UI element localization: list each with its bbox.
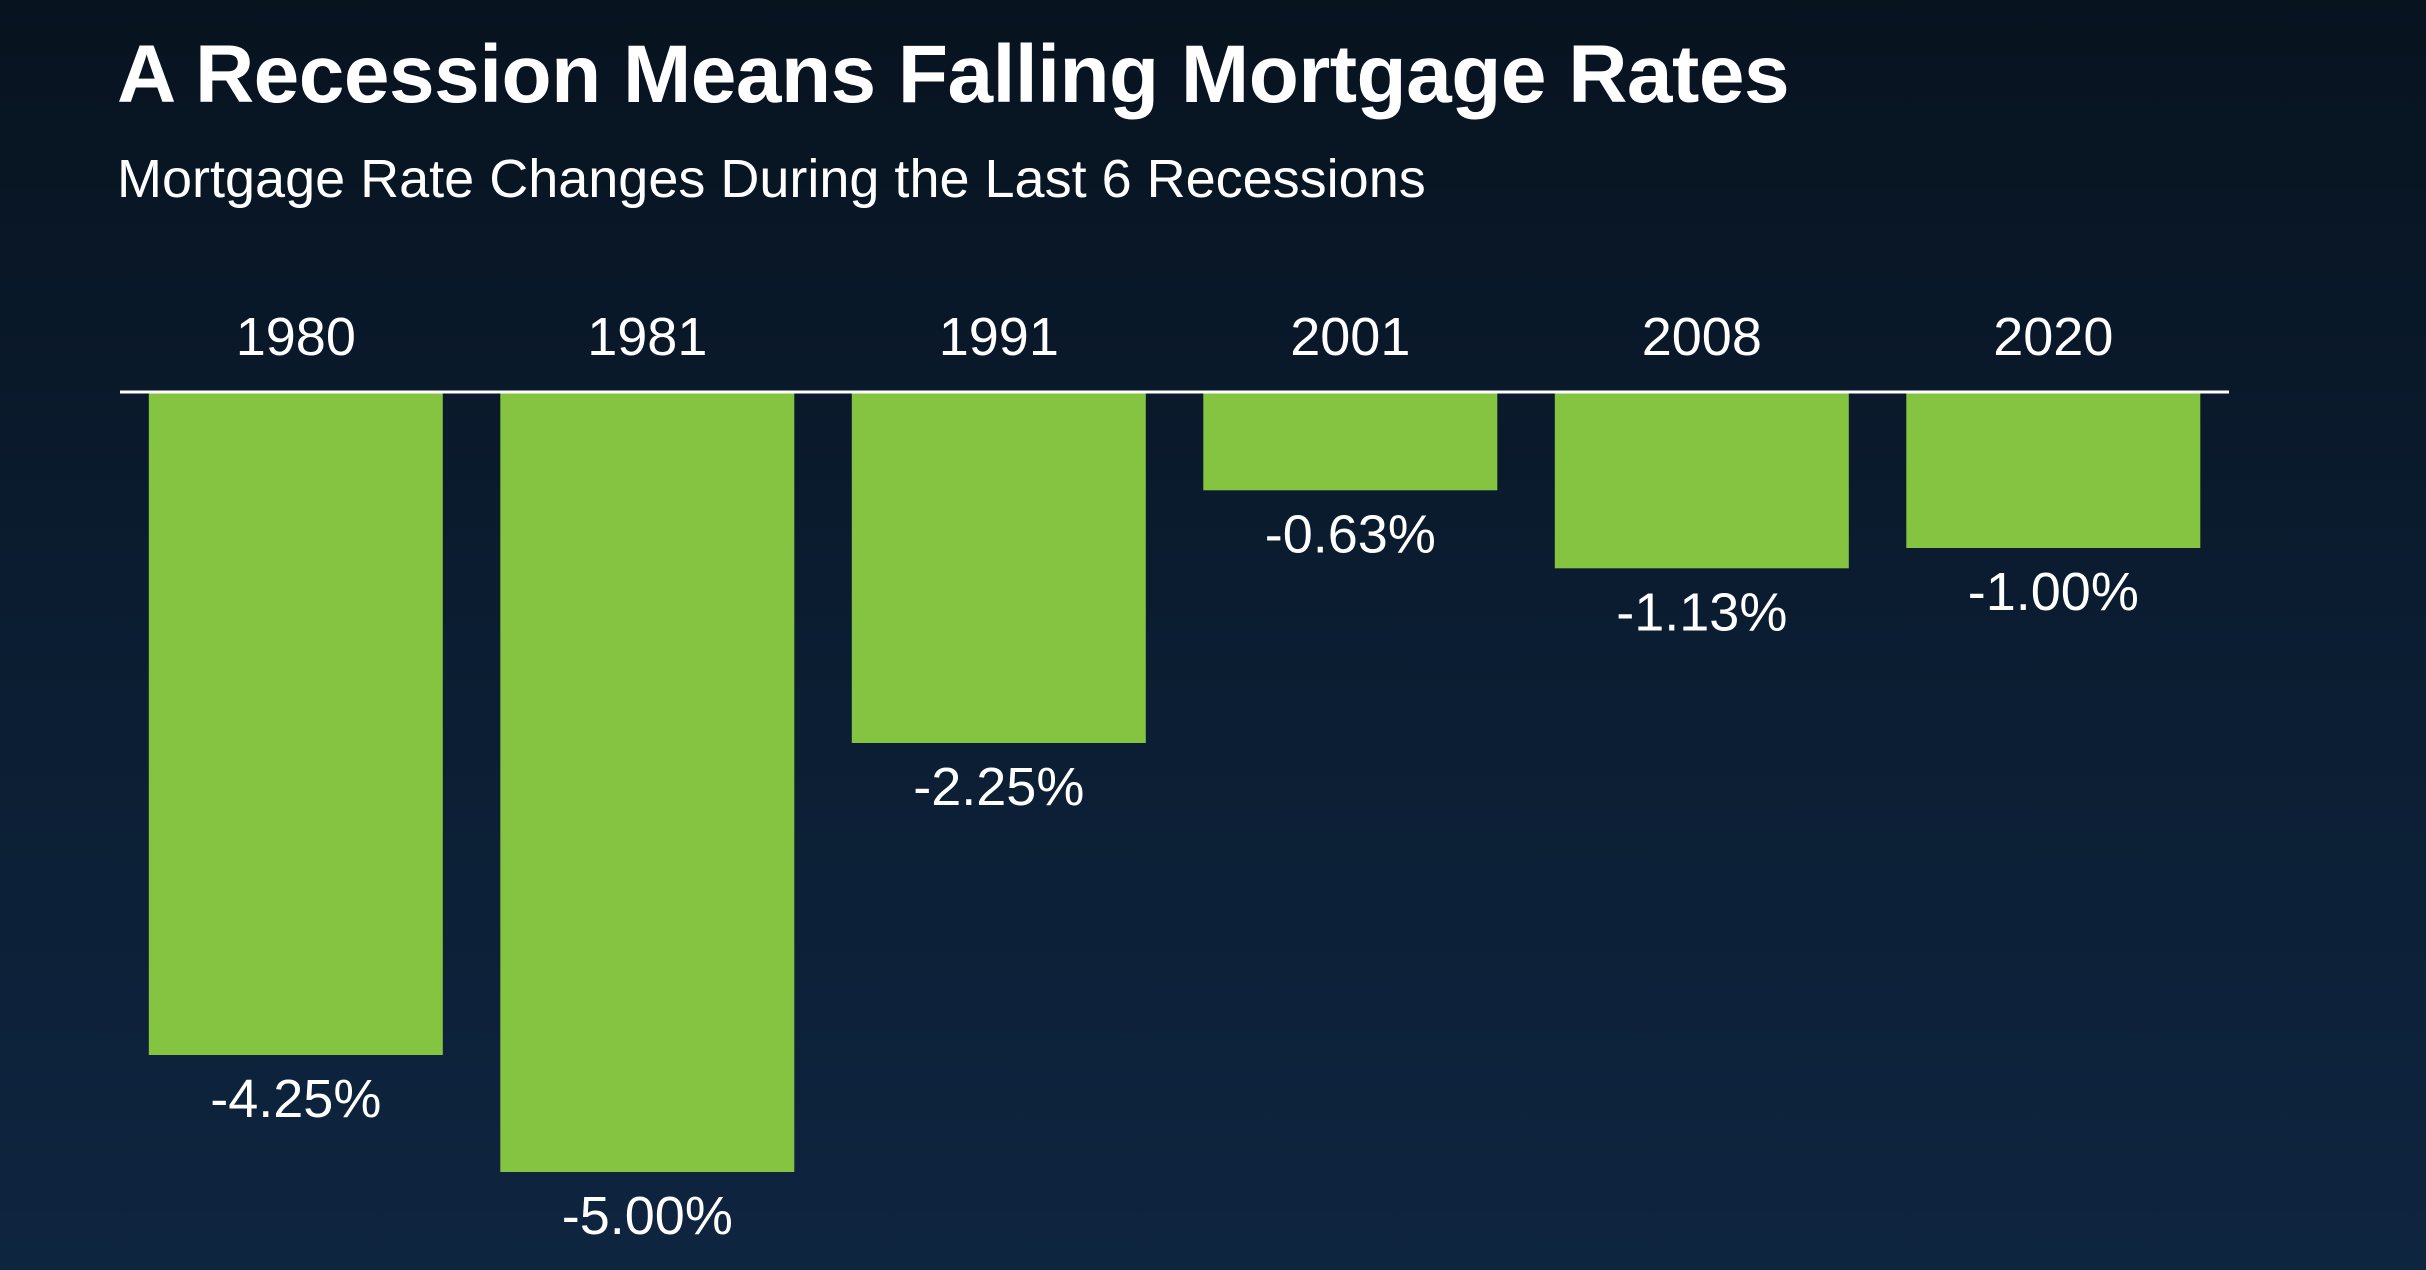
data-label-2020: -1.00% bbox=[1968, 562, 2139, 622]
chart-title: A Recession Means Falling Mortgage Rates bbox=[117, 29, 1790, 120]
category-label-1981: 1981 bbox=[587, 307, 707, 367]
bar-1980 bbox=[148, 392, 443, 1055]
bar-1991 bbox=[851, 392, 1146, 743]
category-label-1980: 1980 bbox=[236, 307, 356, 367]
chart-subtitle: Mortgage Rate Changes During the Last 6 … bbox=[117, 149, 1426, 209]
data-label-2008: -1.13% bbox=[1616, 582, 1787, 642]
bar-1981 bbox=[500, 392, 795, 1172]
category-label-2008: 2008 bbox=[1642, 307, 1762, 367]
data-label-1981: -5.00% bbox=[562, 1186, 733, 1246]
bar-2001 bbox=[1203, 392, 1498, 491]
value-labels: -4.25% -5.00% -2.25% -0.63% -1.13% -1.00% bbox=[210, 504, 2139, 1246]
category-labels: 1980 1981 1991 2001 2008 2020 bbox=[236, 307, 2114, 367]
bar-2008 bbox=[1554, 392, 1849, 569]
category-label-2020: 2020 bbox=[1993, 307, 2113, 367]
data-label-1980: -4.25% bbox=[210, 1069, 381, 1129]
data-label-2001: -0.63% bbox=[1265, 504, 1436, 564]
data-label-1991: -2.25% bbox=[913, 757, 1084, 817]
category-label-1991: 1991 bbox=[939, 307, 1059, 367]
bar-2020 bbox=[1906, 392, 2201, 548]
category-label-2001: 2001 bbox=[1290, 307, 1410, 367]
bar-series bbox=[148, 392, 2201, 1172]
